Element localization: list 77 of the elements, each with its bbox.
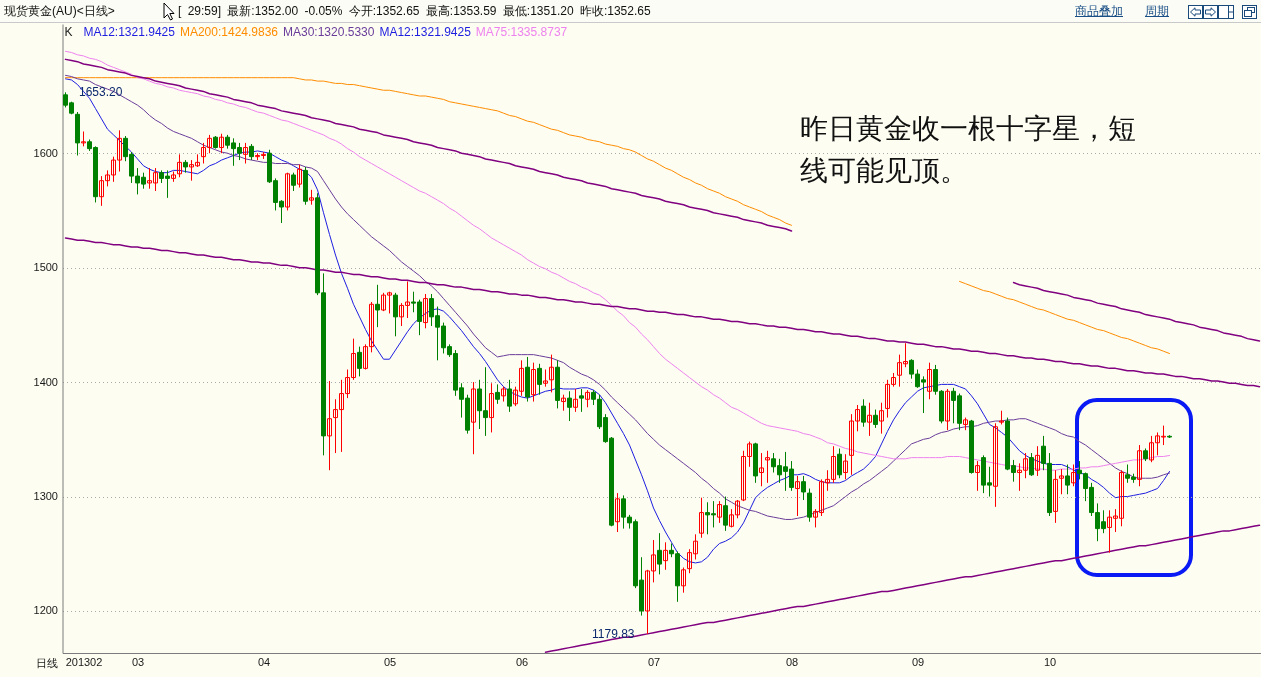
candlestick	[1065, 464, 1070, 495]
candlestick	[723, 496, 728, 532]
text: 周期	[1145, 4, 1169, 18]
candlestick	[843, 453, 848, 480]
candlestick	[495, 383, 500, 405]
text: 商品叠加	[1075, 4, 1123, 18]
candlestick	[1035, 445, 1040, 477]
candlestick	[657, 532, 662, 575]
candlestick	[549, 354, 554, 393]
candlestick	[879, 402, 884, 435]
candlestick	[945, 388, 950, 431]
candlestick	[1071, 464, 1076, 487]
y-tick-label: 1500	[33, 261, 58, 274]
candlestick	[1029, 452, 1034, 477]
candlestick	[471, 381, 476, 455]
candlestick	[993, 422, 998, 508]
candlestick	[327, 380, 332, 471]
candlestick	[219, 133, 224, 154]
chart-title: 现货黄金(AU)<日线>	[4, 4, 115, 18]
candlestick	[837, 447, 842, 479]
candlestick	[699, 497, 704, 539]
candlestick	[1053, 469, 1058, 524]
candlestick	[357, 346, 362, 377]
candlestick	[285, 172, 290, 211]
candlestick	[297, 164, 302, 189]
candlestick	[927, 362, 932, 400]
candlestick	[873, 409, 878, 429]
text: MA12:1321.9425	[83, 25, 175, 39]
candlestick	[489, 382, 494, 433]
annotation: 1179.83	[592, 627, 635, 642]
y-tick-label: 1300	[33, 490, 58, 503]
legend-label: MA12:1321.9425	[379, 25, 471, 39]
text: MA200:1424.9836	[179, 25, 279, 39]
text: MA30:1320.5330	[283, 25, 375, 39]
candlestick	[795, 475, 800, 517]
candlestick	[573, 388, 578, 413]
candlestick	[177, 153, 182, 178]
x-tick-label: 201302	[65, 655, 103, 668]
chart-subtitle: [ 29:59] 最新:1352.00 -0.05% 今开:1352.65 最高:1353.59 最低:1351.20 昨收:1352.65	[178, 4, 651, 18]
x-tick-label: 05	[383, 655, 397, 668]
y-tick-label: 1200	[33, 604, 58, 617]
candlestick	[1059, 468, 1064, 495]
candlestick	[975, 460, 980, 492]
candlestick	[375, 284, 380, 328]
y-tick-label: 1600	[33, 146, 58, 159]
candlestick	[423, 293, 428, 329]
line-series	[64, 237, 1261, 388]
x-tick-label: 04	[257, 655, 271, 668]
candlestick	[615, 492, 620, 533]
candlestick	[717, 500, 722, 524]
x-axis-title: 日线	[36, 656, 58, 669]
candlestick	[291, 172, 296, 192]
candlestick	[681, 567, 686, 594]
x-tick-label: 06	[515, 655, 529, 668]
y-tick-label: 1400	[33, 375, 58, 388]
x-tick-label: 09	[911, 655, 925, 668]
candlestick	[861, 398, 866, 428]
candlestick	[537, 363, 542, 396]
candlestick	[567, 390, 572, 422]
text: MA75:1335.8737	[475, 25, 568, 39]
line-series	[544, 524, 1261, 653]
candlestick	[531, 362, 536, 403]
x-tick-label: 07	[647, 655, 661, 668]
annotation: 昨日黄金收一根十字星，短线可能见顶。	[800, 112, 1137, 188]
candlestick	[867, 402, 872, 437]
candlestick	[579, 388, 584, 413]
candlestick	[765, 450, 770, 484]
candlestick	[393, 292, 398, 337]
annotation: K	[64, 25, 73, 39]
candlestick	[759, 452, 764, 487]
x-tick-label: 10	[1043, 655, 1057, 668]
x-tick-label: 03	[131, 655, 145, 668]
candlestick	[507, 379, 512, 413]
x-tick-label: 08	[785, 655, 799, 668]
candlestick	[663, 541, 668, 571]
candlestick	[243, 142, 248, 165]
candlestick	[1137, 444, 1142, 487]
